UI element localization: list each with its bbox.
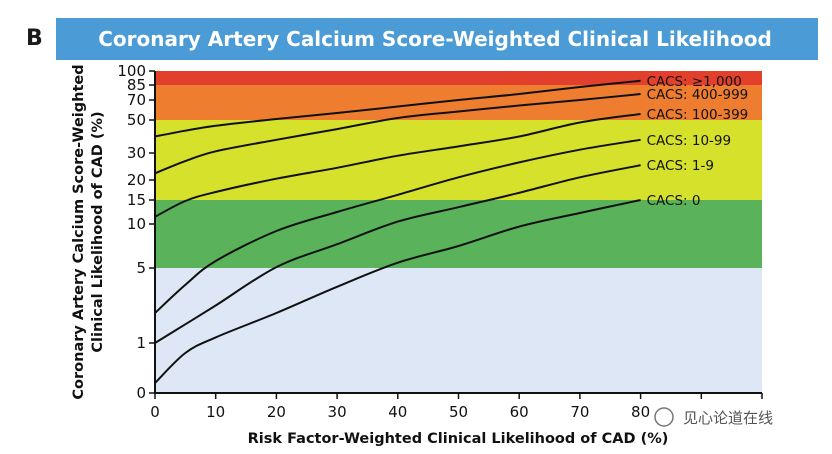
series-labels: CACS: 0 CACS: 1-9 CACS: 10-99 CACS: 100-399… (647, 74, 749, 209)
band-0-5 (155, 268, 762, 393)
series-curve (154, 113, 641, 218)
x-tick-label: 0 (150, 403, 160, 421)
series-curve (154, 199, 641, 384)
band-50-85 (155, 85, 762, 120)
x-tick-label: 10 (206, 403, 225, 421)
watermark-logo-icon (654, 407, 674, 427)
series-label: CACS: 0 (647, 193, 701, 209)
y-tick-label: 30 (127, 144, 146, 162)
band-5-15 (155, 200, 762, 268)
y-tick-label: 15 (127, 191, 146, 209)
y-axis-label-line-2: Clinical Likelihood of CAD (%) (90, 111, 106, 352)
y-tick-label: 0 (136, 384, 146, 402)
background-bands (155, 71, 762, 393)
title-bar (56, 18, 818, 60)
series-label: CACS: 1-9 (647, 158, 714, 174)
x-tick-label: 60 (510, 403, 529, 421)
x-tick-label: 40 (388, 403, 407, 421)
y-tick-label: 100 (117, 62, 146, 80)
x-ticks: 0 10 20 30 40 50 60 70 80 (150, 393, 763, 421)
x-tick-label: 80 (631, 403, 650, 421)
y-tick-label: 85 (127, 76, 146, 94)
panel-letter: B (26, 26, 43, 51)
y-tick-label: 50 (127, 111, 146, 129)
x-tick-label: 20 (267, 403, 286, 421)
series-curve (154, 93, 641, 175)
x-axis-label: Risk Factor-Weighted Clinical Likelihood… (248, 431, 669, 447)
series-label: CACS: 400-999 (647, 87, 749, 103)
band-15-50 (155, 120, 762, 200)
band-85-100 (155, 71, 762, 85)
series-label: CACS: ≥1,000 (647, 74, 742, 90)
y-axis-label: Coronary Artery Calcium Score-Weighted C… (71, 64, 106, 399)
watermark: 见心论道在线 (654, 407, 773, 427)
x-tick-label: 70 (570, 403, 589, 421)
y-tick-label: 1 (136, 334, 146, 352)
chart-title: Coronary Artery Calcium Score-Weighted C… (98, 27, 772, 51)
series-curve (154, 79, 641, 138)
x-tick-label: 30 (328, 403, 347, 421)
y-tick-label: 5 (136, 259, 146, 277)
y-axis-label-line-1: Coronary Artery Calcium Score-Weighted (71, 64, 87, 399)
x-tick-label: 50 (449, 403, 468, 421)
series-curve (154, 164, 641, 344)
y-tick-label: 10 (127, 215, 146, 233)
series-label: CACS: 100-399 (647, 107, 749, 123)
watermark-text: 见心论道在线 (683, 409, 773, 427)
series-curve (154, 138, 641, 314)
series-label: CACS: 10-99 (647, 133, 732, 149)
series-curves (154, 79, 641, 384)
y-tick-label: 70 (127, 91, 146, 109)
y-tick-label: 20 (127, 171, 146, 189)
